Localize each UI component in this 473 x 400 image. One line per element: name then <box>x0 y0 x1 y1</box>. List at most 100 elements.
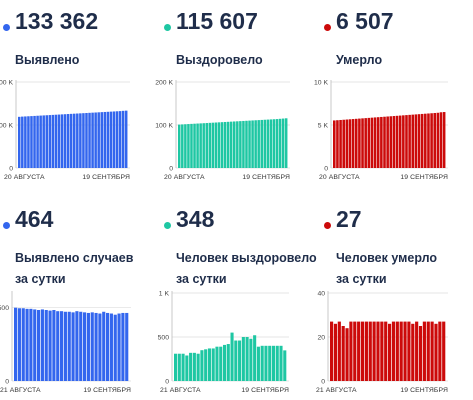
bar <box>117 313 121 381</box>
bar <box>200 350 204 381</box>
bar <box>45 115 49 168</box>
bar <box>408 114 411 168</box>
bar <box>254 120 257 168</box>
bar <box>124 110 128 168</box>
stat-label: Выявлено <box>15 50 79 71</box>
x-start-label: 20 АВГУСТА <box>319 174 360 181</box>
bar <box>380 116 383 168</box>
dot-icon <box>164 24 171 31</box>
bar <box>405 115 408 168</box>
bar <box>202 123 205 168</box>
bar <box>48 310 52 381</box>
stat-label-line2: за сутки <box>15 272 66 286</box>
stat-value: 464 <box>15 206 54 232</box>
bar <box>21 116 24 168</box>
bar <box>234 340 238 381</box>
bar <box>403 321 407 381</box>
stat-value: 348 <box>176 206 215 232</box>
bar <box>37 310 41 381</box>
bar <box>380 321 384 381</box>
bar <box>402 115 405 168</box>
stat-value: 27 <box>336 206 362 232</box>
bar <box>33 309 37 381</box>
bar <box>48 115 52 168</box>
bar <box>14 307 18 381</box>
stat-label-line1: Выздоровело <box>176 53 263 67</box>
bar <box>112 111 116 168</box>
bar <box>336 120 339 168</box>
dot-icon <box>324 24 331 31</box>
bar <box>257 120 260 168</box>
stat-label: Умерло <box>336 50 382 71</box>
x-end-label: 19 СЕНТЯБРЯ <box>82 174 130 181</box>
bar <box>79 311 83 381</box>
bar <box>411 114 415 168</box>
bar <box>25 308 29 381</box>
bar <box>349 321 353 381</box>
bar <box>392 116 396 168</box>
bar <box>27 116 30 168</box>
bar <box>177 353 181 381</box>
bar <box>275 345 279 381</box>
bar <box>239 121 242 168</box>
bar <box>345 328 349 381</box>
stat-label-line1: Выявлено случаев <box>15 251 134 265</box>
bar <box>442 112 446 168</box>
bar <box>353 321 357 381</box>
bar <box>442 321 446 381</box>
bar <box>264 345 268 381</box>
bar <box>367 117 371 168</box>
bar <box>215 346 219 381</box>
bar <box>40 309 44 381</box>
y-tick-label: 500 <box>158 335 170 342</box>
bar <box>21 308 25 381</box>
bar <box>88 112 91 168</box>
bar <box>433 113 437 168</box>
bar <box>368 321 372 381</box>
bar <box>436 112 440 168</box>
bar <box>414 114 418 168</box>
bar <box>97 112 100 168</box>
bar <box>386 116 389 168</box>
bar <box>54 114 58 168</box>
bar <box>249 338 253 381</box>
bar <box>60 114 64 168</box>
bar <box>266 119 270 168</box>
dot-icon <box>164 222 171 229</box>
bar <box>439 112 443 168</box>
y-tick-label: 0 <box>165 379 169 386</box>
y-tick-label: 0 <box>321 379 325 386</box>
bar <box>42 115 45 168</box>
bar <box>434 323 438 381</box>
bar <box>125 312 129 381</box>
stat-value: 6 507 <box>336 8 394 34</box>
bar <box>18 116 21 168</box>
bar <box>341 326 345 381</box>
bar <box>91 112 94 168</box>
bar <box>73 113 76 168</box>
bar <box>248 120 251 168</box>
y-tick-label: 1 K <box>159 291 170 298</box>
bar <box>174 353 178 381</box>
x-start-label: 20 АВГУСТА <box>4 174 45 181</box>
bar <box>94 312 98 381</box>
x-end-label: 19 СЕНТЯБРЯ <box>242 174 290 181</box>
bar <box>94 112 97 168</box>
bar <box>260 119 264 168</box>
bar <box>271 345 276 381</box>
bar <box>427 113 430 168</box>
bar <box>100 112 104 168</box>
bar <box>115 111 119 168</box>
bar <box>424 113 427 168</box>
bar <box>342 119 345 168</box>
bar <box>211 122 215 168</box>
stat-label-line2: за сутки <box>336 272 387 286</box>
bar <box>263 119 267 168</box>
bar <box>268 345 272 381</box>
bar <box>373 117 377 168</box>
bar <box>121 312 125 381</box>
bar <box>283 350 287 381</box>
bar <box>71 312 75 381</box>
bar <box>407 321 411 381</box>
bar <box>256 346 260 381</box>
